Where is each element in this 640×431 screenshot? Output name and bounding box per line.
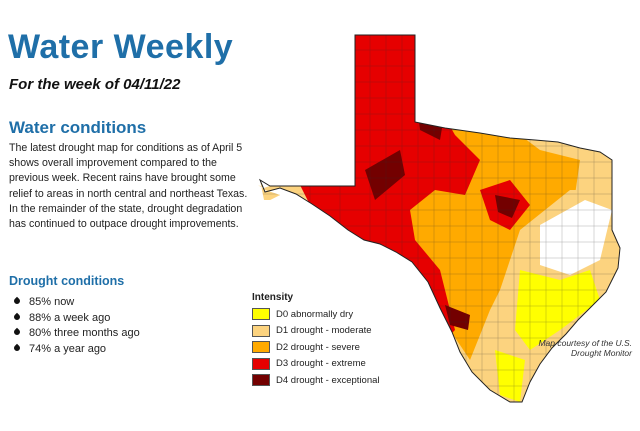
drought-stats-list: 85% now 88% a week ago 80% three months … — [12, 295, 140, 358]
texas-drought-map — [240, 30, 640, 426]
legend-swatch-d3 — [252, 357, 270, 370]
legend-swatch-d0 — [252, 308, 270, 321]
map-credit: Map courtesy of the U.S. Drought Monitor — [538, 338, 632, 358]
legend-label: D3 drought - extreme — [276, 358, 366, 370]
map-legend: Intensity D0 abnormally dry D1 drought -… — [252, 292, 380, 389]
legend-label: D4 drought - exceptional — [276, 374, 380, 386]
legend-item: D0 abnormally dry — [252, 306, 380, 323]
legend-swatch-d1 — [252, 324, 270, 337]
legend-item: D4 drought - exceptional — [252, 372, 380, 389]
drought-map-svg — [258, 34, 621, 403]
water-drop-icon — [12, 296, 22, 306]
week-subtitle: For the week of 04/11/22 — [9, 76, 181, 93]
legend-label: D2 drought - severe — [276, 341, 360, 353]
page-title: Water Weekly — [8, 28, 234, 66]
text-column: Water Weekly For the week of 04/11/22 Wa… — [0, 0, 250, 426]
legend-swatch-d2 — [252, 341, 270, 354]
water-drop-icon — [12, 343, 22, 352]
legend-item: D3 drought - extreme — [252, 356, 380, 373]
water-conditions-text: The latest drought map for conditions as… — [9, 142, 248, 231]
legend-swatch-d4 — [252, 374, 270, 387]
legend-label: D0 abnormally dry — [276, 308, 354, 320]
water-drop-icon — [12, 327, 22, 337]
list-item: 74% a year ago — [12, 342, 140, 358]
legend-label: D1 drought - moderate — [276, 325, 372, 337]
water-drop-icon — [12, 312, 22, 321]
water-conditions-heading: Water conditions — [9, 118, 147, 137]
list-item: 88% a week ago — [12, 311, 140, 327]
legend-title: Intensity — [252, 292, 294, 303]
drought-conditions-heading: Drought conditions — [9, 274, 125, 288]
legend-item: D2 drought - severe — [252, 339, 380, 356]
legend-item: D1 drought - moderate — [252, 323, 380, 340]
list-item: 80% three months ago — [12, 326, 140, 342]
list-item: 85% now — [12, 295, 140, 311]
